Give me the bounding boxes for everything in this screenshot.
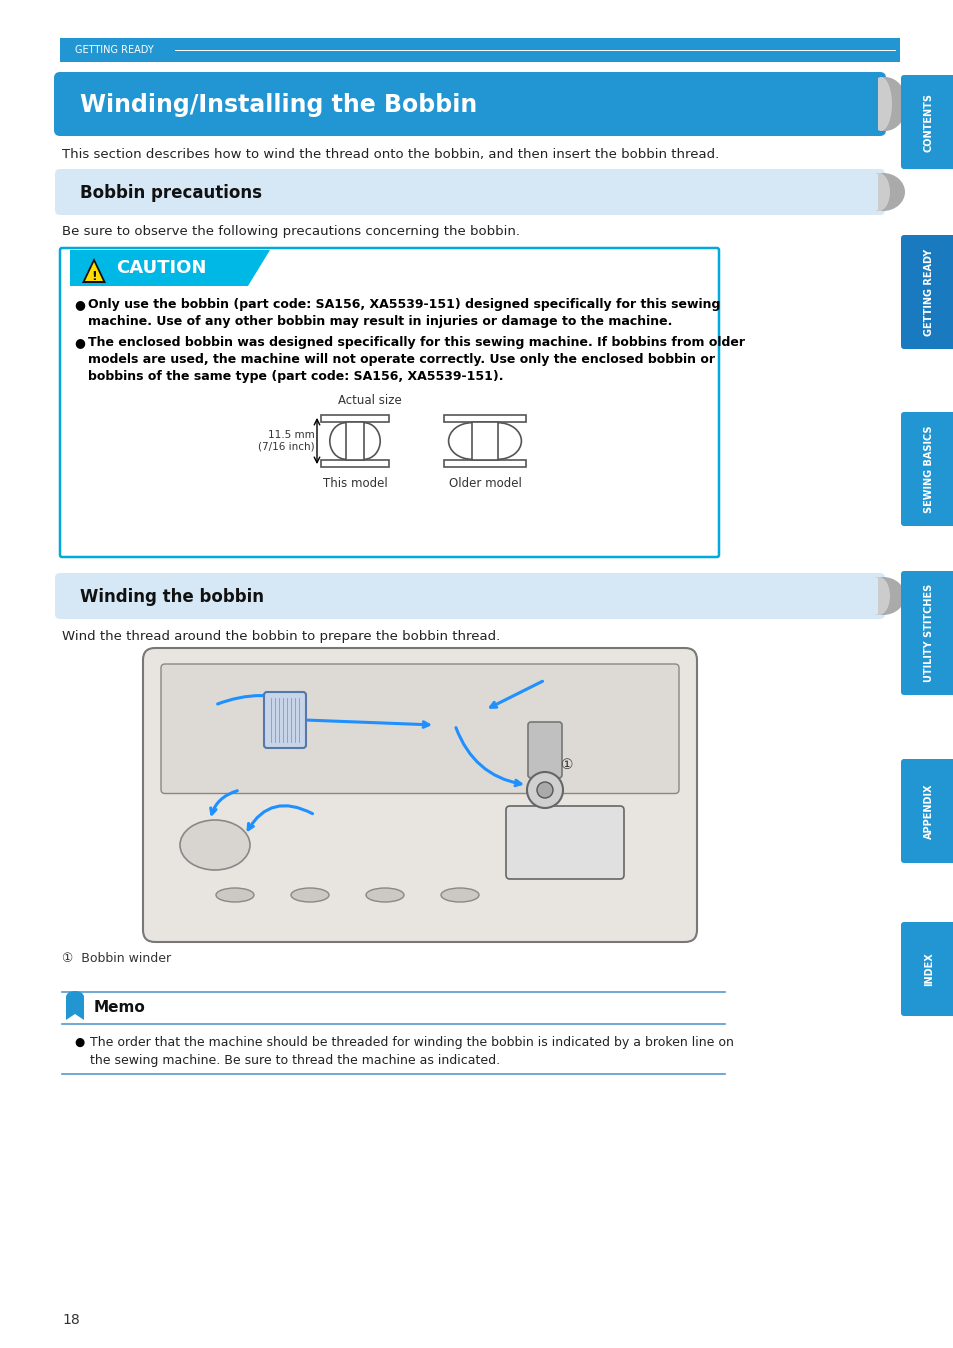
Polygon shape <box>85 262 103 280</box>
Text: models are used, the machine will not operate correctly. Use only the enclosed b: models are used, the machine will not op… <box>88 353 714 367</box>
FancyBboxPatch shape <box>900 75 953 168</box>
Bar <box>320 415 389 422</box>
Text: Winding the bobbin: Winding the bobbin <box>80 588 264 607</box>
Circle shape <box>537 782 553 798</box>
Text: CAUTION: CAUTION <box>116 259 206 276</box>
Ellipse shape <box>180 820 250 869</box>
Text: bobbins of the same type (part code: SA156, XA5539-151).: bobbins of the same type (part code: SA1… <box>88 369 503 383</box>
Text: Winding/Installing the Bobbin: Winding/Installing the Bobbin <box>80 93 476 117</box>
Text: GETTING READY: GETTING READY <box>923 248 933 336</box>
Bar <box>443 415 525 422</box>
Text: ●: ● <box>74 1037 84 1049</box>
Text: Memo: Memo <box>94 1000 146 1015</box>
Text: !: ! <box>91 271 97 283</box>
Text: 11.5 mm
(7/16 inch): 11.5 mm (7/16 inch) <box>258 430 314 452</box>
Text: Older model: Older model <box>448 477 521 491</box>
Text: ①: ① <box>560 758 573 772</box>
FancyBboxPatch shape <box>900 572 953 696</box>
Circle shape <box>526 772 562 807</box>
FancyBboxPatch shape <box>900 412 953 526</box>
Text: Be sure to observe the following precautions concerning the bobbin.: Be sure to observe the following precaut… <box>62 225 519 239</box>
Text: UTILITY STITCHES: UTILITY STITCHES <box>923 584 933 682</box>
Text: INDEX: INDEX <box>923 952 933 985</box>
Text: This model: This model <box>322 477 387 491</box>
Bar <box>60 38 899 62</box>
Bar <box>443 460 525 466</box>
Ellipse shape <box>862 77 906 131</box>
Text: APPENDIX: APPENDIX <box>923 783 933 838</box>
FancyBboxPatch shape <box>900 759 953 863</box>
Bar <box>60 578 877 613</box>
Bar <box>472 422 497 460</box>
FancyBboxPatch shape <box>55 573 884 619</box>
FancyBboxPatch shape <box>900 922 953 1016</box>
Ellipse shape <box>861 577 904 615</box>
FancyBboxPatch shape <box>527 723 561 778</box>
Text: CONTENTS: CONTENTS <box>923 93 933 151</box>
FancyBboxPatch shape <box>264 692 306 748</box>
Text: This section describes how to wind the thread onto the bobbin, and then insert t: This section describes how to wind the t… <box>62 148 719 160</box>
Polygon shape <box>82 257 106 283</box>
Ellipse shape <box>291 888 329 902</box>
FancyBboxPatch shape <box>143 648 697 942</box>
Text: 18: 18 <box>62 1313 80 1326</box>
Ellipse shape <box>66 991 84 1003</box>
FancyBboxPatch shape <box>54 71 885 136</box>
Ellipse shape <box>867 173 889 212</box>
Ellipse shape <box>861 173 904 212</box>
Text: machine. Use of any other bobbin may result in injuries or damage to the machine: machine. Use of any other bobbin may res… <box>88 315 672 328</box>
FancyBboxPatch shape <box>505 806 623 879</box>
Bar <box>60 78 877 129</box>
Text: Wind the thread around the bobbin to prepare the bobbin thread.: Wind the thread around the bobbin to pre… <box>62 630 499 643</box>
Ellipse shape <box>440 888 478 902</box>
Bar <box>60 174 877 210</box>
Text: The order that the machine should be threaded for winding the bobbin is indicate: The order that the machine should be thr… <box>90 1037 733 1049</box>
Text: the sewing machine. Be sure to thread the machine as indicated.: the sewing machine. Be sure to thread th… <box>90 1054 499 1068</box>
Text: Only use the bobbin (part code: SA156, XA5539-151) designed specifically for thi: Only use the bobbin (part code: SA156, X… <box>88 298 720 311</box>
FancyBboxPatch shape <box>60 248 719 557</box>
Ellipse shape <box>366 888 403 902</box>
Text: ●: ● <box>74 336 85 349</box>
Bar <box>346 422 364 460</box>
Bar <box>320 460 389 466</box>
Polygon shape <box>70 249 270 286</box>
Ellipse shape <box>215 888 253 902</box>
FancyBboxPatch shape <box>900 235 953 349</box>
Text: ①  Bobbin winder: ① Bobbin winder <box>62 952 171 965</box>
Polygon shape <box>66 998 84 1020</box>
Text: Actual size: Actual size <box>337 394 401 407</box>
FancyBboxPatch shape <box>55 168 884 214</box>
FancyBboxPatch shape <box>161 665 679 794</box>
Text: GETTING READY: GETTING READY <box>75 44 153 55</box>
Ellipse shape <box>869 77 891 131</box>
Ellipse shape <box>867 577 889 615</box>
Text: SEWING BASICS: SEWING BASICS <box>923 425 933 512</box>
Text: The enclosed bobbin was designed specifically for this sewing machine. If bobbin: The enclosed bobbin was designed specifi… <box>88 336 744 349</box>
Text: ●: ● <box>74 298 85 311</box>
Text: Bobbin precautions: Bobbin precautions <box>80 183 262 202</box>
